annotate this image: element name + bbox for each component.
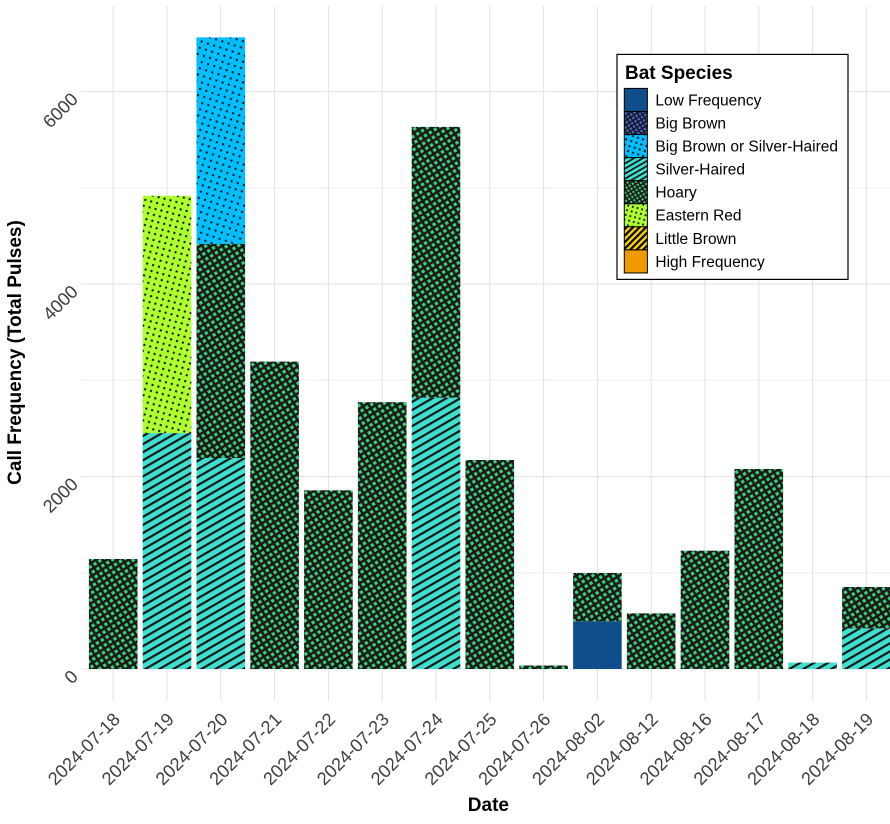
svg-text:Eastern Red: Eastern Red	[655, 208, 741, 225]
svg-text:Call Frequency (Total Pulses): Call Frequency (Total Pulses)	[5, 220, 26, 485]
svg-text:Silver-Haired: Silver-Haired	[655, 162, 745, 179]
svg-text:Hoary: Hoary	[655, 185, 697, 202]
svg-text:Date: Date	[468, 795, 509, 816]
svg-text:Little Brown: Little Brown	[655, 231, 736, 248]
svg-text:Low Frequency: Low Frequency	[655, 92, 761, 109]
svg-text:Big Brown or Silver-Haired: Big Brown or Silver-Haired	[655, 138, 838, 155]
svg-text:Bat Species: Bat Species	[625, 63, 733, 84]
svg-text:High Frequency: High Frequency	[655, 254, 765, 271]
svg-text:Big Brown: Big Brown	[655, 115, 726, 132]
